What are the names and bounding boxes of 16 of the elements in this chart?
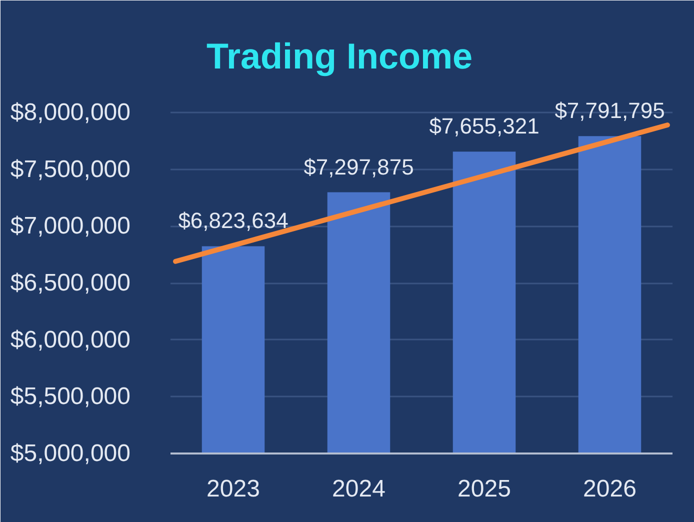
x-tick-label: 2024 <box>332 476 386 502</box>
data-label: $7,791,795 <box>554 98 665 124</box>
chart-title: Trading Income <box>206 36 473 76</box>
y-tick-label: $5,000,000 <box>10 440 131 467</box>
y-tick-label: $7,000,000 <box>10 212 131 240</box>
y-tick-label: $6,500,000 <box>10 270 131 296</box>
data-label: $7,655,321 <box>429 114 540 139</box>
x-tick-label: 2026 <box>583 476 636 502</box>
x-tick-label: 2025 <box>458 476 511 502</box>
y-tick-label: $8,000,000 <box>10 99 131 126</box>
y-tick-label: $6,000,000 <box>10 326 131 354</box>
y-tick-label: $7,500,000 <box>10 156 131 183</box>
y-tick-label: $5,500,000 <box>10 383 131 410</box>
x-tick-label: 2023 <box>206 476 260 502</box>
data-label: $6,823,634 <box>178 208 288 234</box>
data-label: $7,297,875 <box>304 154 414 180</box>
